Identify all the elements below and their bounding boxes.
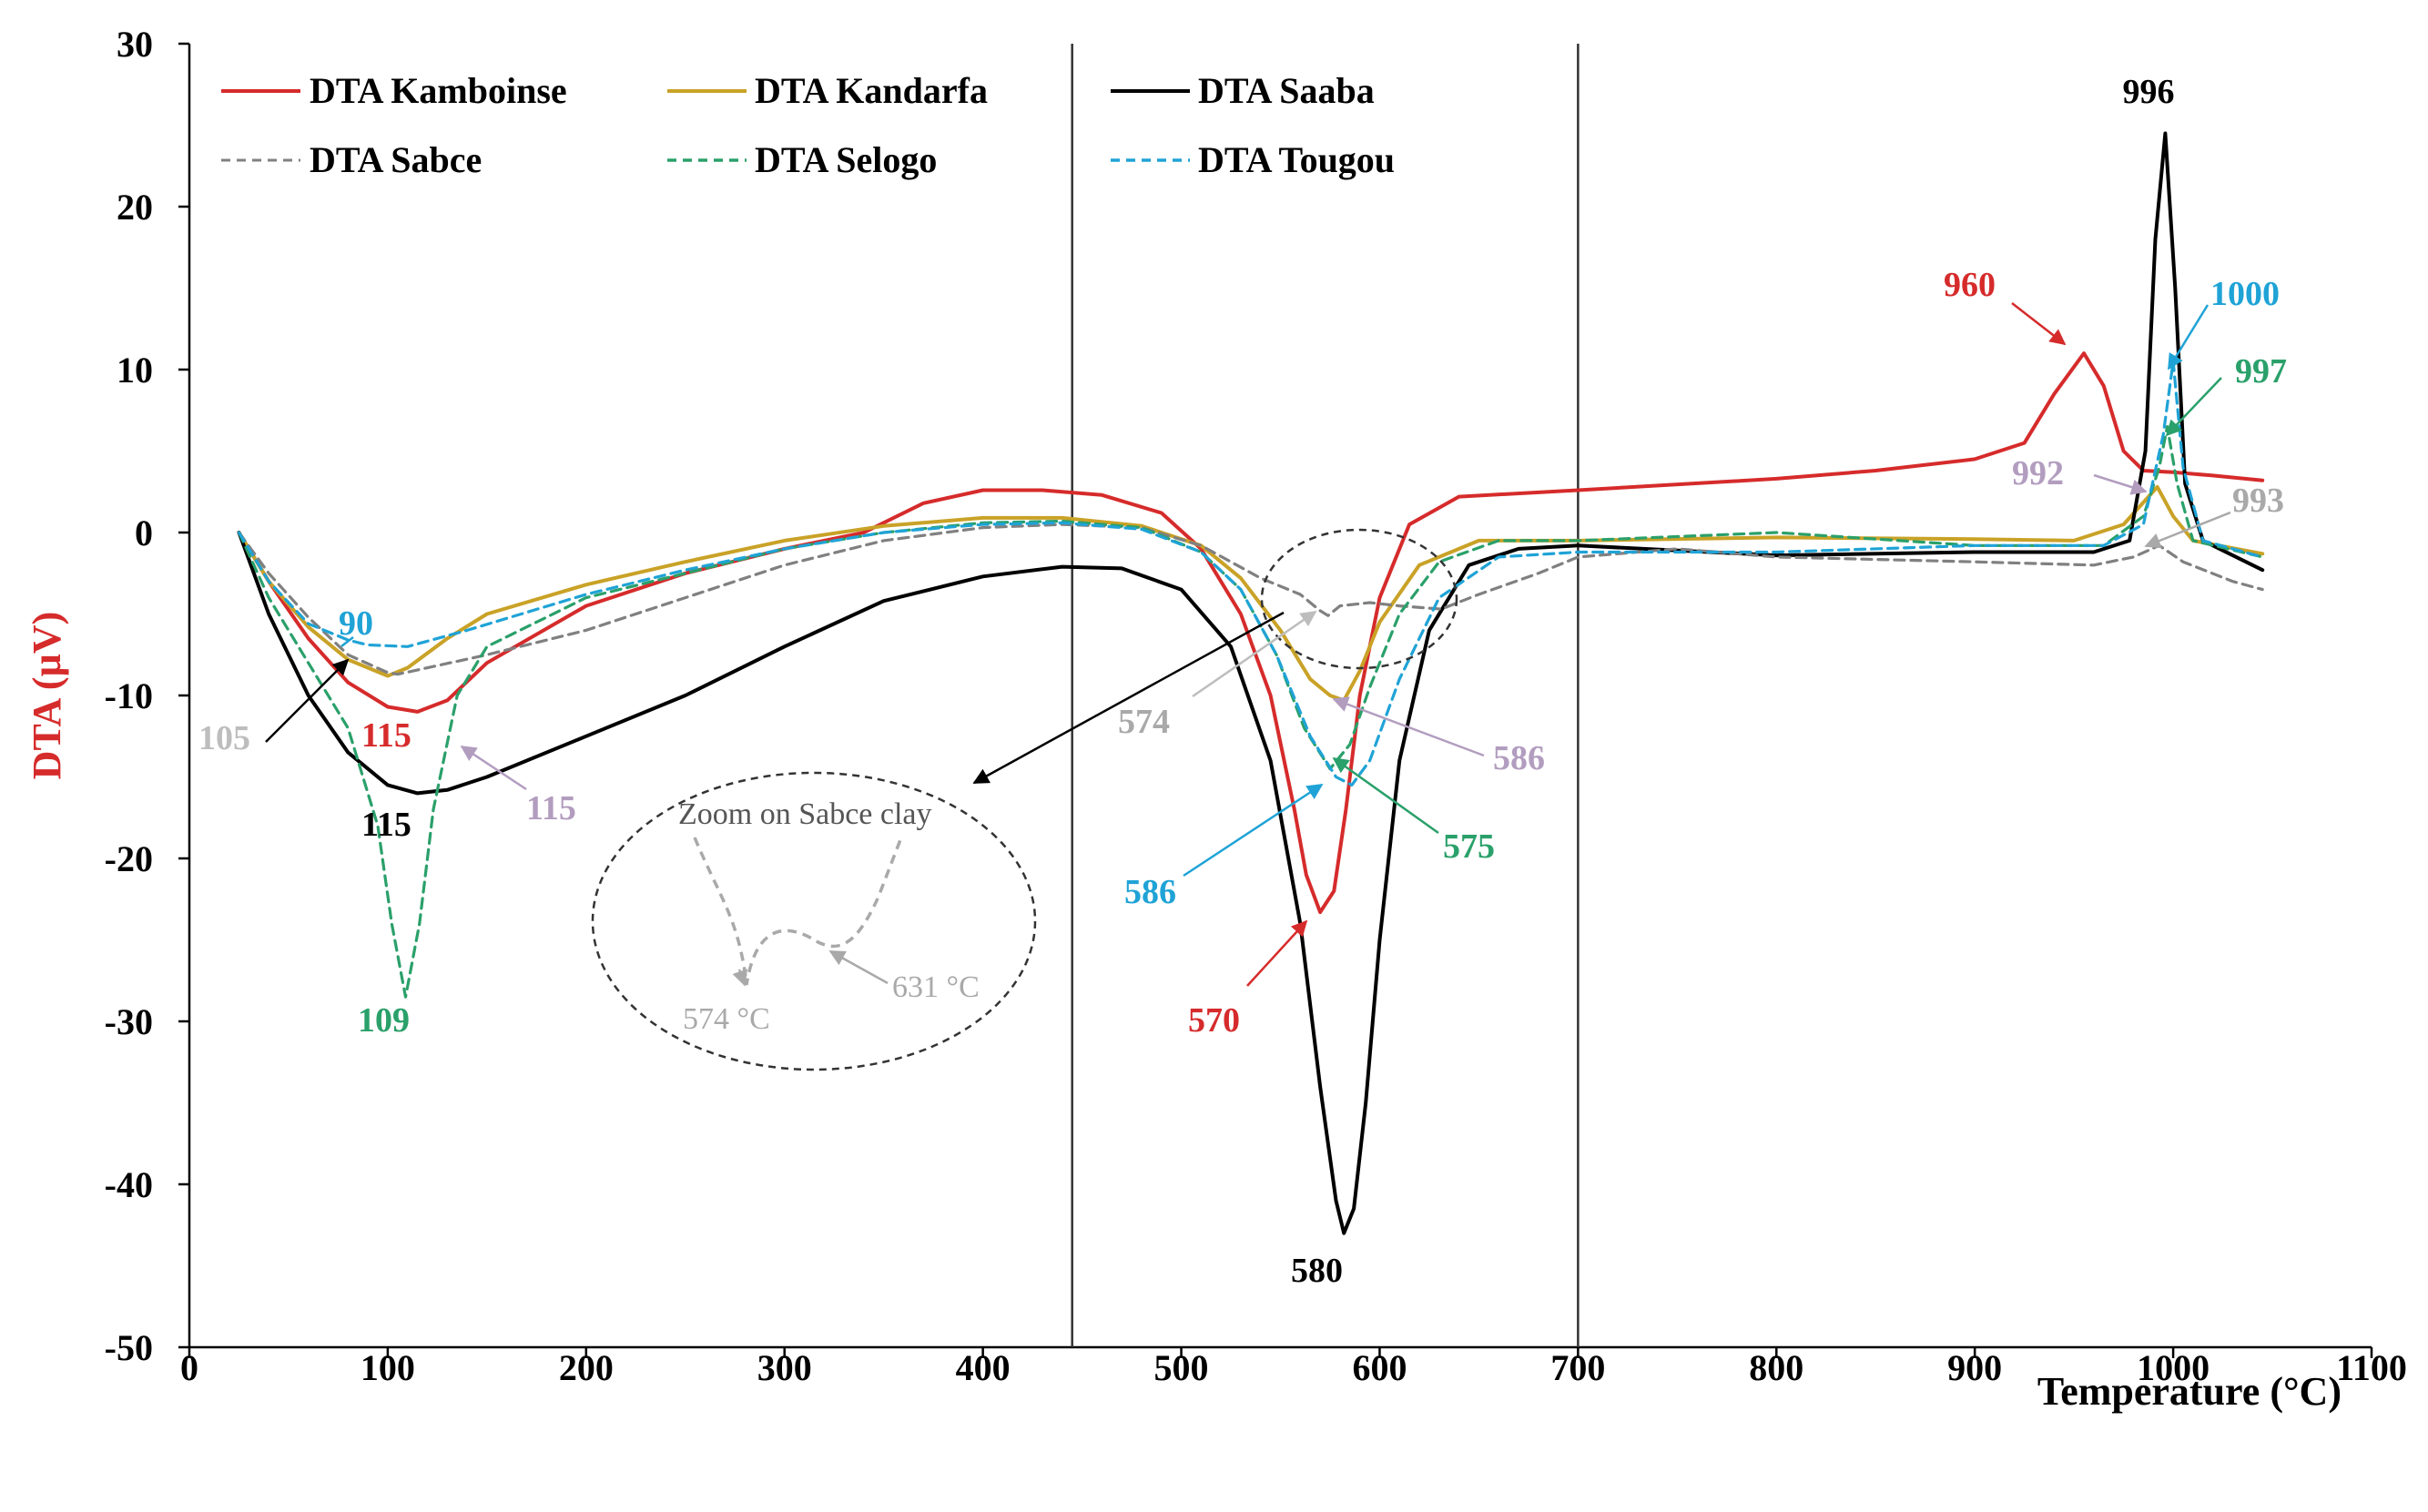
peak-arrow-115-kandarfa [460, 745, 527, 791]
x-axis-title: Temperature (°C) [2037, 1369, 2342, 1414]
x-tick-label: 600 [1352, 1347, 1407, 1388]
x-tick-label: 1100 [2336, 1347, 2407, 1388]
peak-label-109-selogo: 109 [358, 1001, 410, 1040]
axes [188, 44, 2372, 1349]
peak-label-115-kandarfa: 115 [526, 789, 576, 827]
peak-label-997-selogo: 997 [2235, 352, 2287, 391]
x-ticks: 0 100 200 300 400 500 600 700 800 900 1000 1100 [180, 1347, 2407, 1388]
legend-item-tougou: DTA Tougou [1111, 139, 1395, 180]
zoom-label-574: 574 °C [683, 1002, 770, 1036]
y-tick-label: -30 [105, 1001, 153, 1042]
series-line-saaba [237, 131, 2265, 1235]
x-tick-label: 500 [1154, 1347, 1209, 1388]
peak-arrow-960-kamboinse [2011, 302, 2067, 346]
peak-annotations: 996 960 1000 997 992 993 90 105 115 115 … [198, 73, 2287, 1290]
legend-item-saaba: DTA Saaba [1111, 70, 1375, 111]
legend-label-saaba: DTA Saaba [1198, 70, 1375, 111]
legend-label-sabce: DTA Sabce [310, 139, 482, 180]
legend-label-tougou: DTA Tougou [1198, 139, 1395, 180]
series-layer [237, 131, 2265, 1235]
peak-arrow-992-kandarfa [2093, 473, 2148, 495]
peak-label-993-sabce: 993 [2232, 482, 2284, 520]
peak-arrow-586-kandarfa [1332, 696, 1485, 757]
peak-label-996-saaba: 996 [2123, 73, 2175, 111]
x-tick-label: 200 [559, 1347, 614, 1388]
zoom-connector-arrow [972, 611, 1285, 785]
peak-label-575-selogo: 575 [1443, 827, 1495, 866]
peak-arrow-575-selogo [1332, 756, 1439, 835]
x-tick-label: 900 [1947, 1347, 2002, 1388]
x-tick-label: 400 [956, 1347, 1011, 1388]
zoom-arrow-574 [732, 969, 748, 987]
x-tick-label: 300 [757, 1347, 812, 1388]
y-tick-label: -40 [105, 1164, 153, 1205]
peak-label-115-kamboinse: 115 [361, 716, 411, 755]
peak-label-90-tougou: 90 [339, 604, 373, 643]
series-line-kandarfa [237, 484, 2265, 703]
legend-label-kandarfa: DTA Kandarfa [755, 70, 988, 111]
series-line-tougou [237, 360, 2264, 786]
y-tick-label: -20 [105, 838, 153, 879]
peak-arrow-90-tougou [340, 636, 354, 647]
peak-arrow-997-selogo [2165, 377, 2222, 437]
peak-label-586-tougou: 586 [1124, 873, 1176, 911]
legend: DTA Kamboinse DTA Kandarfa DTA Saaba DTA… [221, 70, 1395, 180]
x-tick-label: 0 [180, 1347, 198, 1388]
series-line-selogo [237, 425, 2264, 999]
y-tick-label: 0 [135, 512, 153, 553]
peak-label-570-kamboinse: 570 [1188, 1001, 1240, 1040]
y-tick-label: -10 [105, 675, 153, 716]
y-tick-label: -50 [105, 1327, 153, 1368]
peak-label-105-sabce: 105 [198, 719, 250, 757]
legend-label-kamboinse: DTA Kamboinse [310, 70, 567, 111]
peak-label-574-sabce: 574 [1118, 703, 1170, 741]
x-tick-label: 100 [361, 1347, 415, 1388]
zoom-label-631: 631 °C [892, 970, 980, 1004]
peak-label-580-saaba: 580 [1291, 1252, 1343, 1290]
peak-arrow-1000-tougou [2167, 304, 2210, 370]
x-tick-label: 1000 [2137, 1347, 2210, 1388]
peak-label-992-kandarfa: 992 [2012, 454, 2064, 492]
y-axis-title: DTA (µV) [25, 612, 69, 780]
zoom-inset-ellipse [591, 771, 1037, 1071]
legend-item-kandarfa: DTA Kandarfa [667, 70, 988, 111]
y-tick-label: 30 [117, 24, 153, 65]
series-line-sabce [237, 523, 2264, 676]
peak-arrow-570-kamboinse [1246, 919, 1308, 987]
x-tick-label: 800 [1749, 1347, 1803, 1388]
legend-item-sabce: DTA Sabce [221, 139, 482, 180]
peak-arrow-586-tougou [1183, 783, 1324, 878]
y-ticks: 30 20 10 0 -10 -20 -30 -40 -50 [105, 24, 189, 1368]
legend-item-kamboinse: DTA Kamboinse [221, 70, 567, 111]
peak-arrow-574-sabce [1192, 610, 1317, 698]
peak-label-586-kandarfa: 586 [1493, 739, 1545, 777]
peak-arrow-105-sabce [265, 658, 350, 743]
divider-lines [1071, 44, 1580, 1347]
zoom-inset-title: Zoom on Sabce clay [678, 797, 932, 831]
legend-item-selogo: DTA Selogo [667, 139, 937, 180]
zoom-inset-curve [693, 837, 903, 986]
zoom-source-ellipse [1260, 528, 1458, 670]
peak-label-960-kamboinse: 960 [1944, 266, 1996, 304]
y-tick-label: 10 [117, 350, 153, 391]
zoom-inset: Zoom on Sabce clay 574 °C 631 °C [591, 528, 1458, 1071]
series-line-kamboinse [237, 351, 2265, 915]
zoom-arrow-631 [828, 949, 889, 985]
peak-label-1000-tougou: 1000 [2210, 275, 2280, 313]
peak-arrow-993-sabce [2144, 511, 2231, 549]
peak-label-115-saaba: 115 [361, 806, 411, 844]
y-tick-label: 20 [117, 187, 153, 228]
x-tick-label: 700 [1550, 1347, 1605, 1388]
legend-label-selogo: DTA Selogo [755, 139, 937, 180]
